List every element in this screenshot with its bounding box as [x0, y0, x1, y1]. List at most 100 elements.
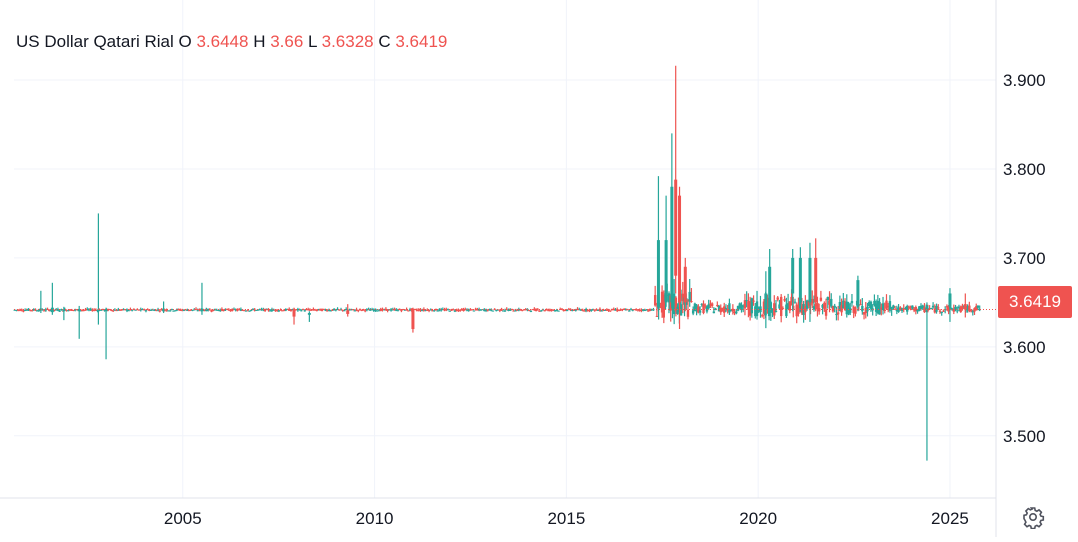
- candle: [312, 307, 315, 311]
- candle: [113, 308, 117, 311]
- candle: [836, 305, 840, 321]
- settings-button[interactable]: [1021, 505, 1045, 530]
- candle: [950, 307, 954, 311]
- candle: [593, 309, 596, 312]
- candle: [873, 294, 876, 307]
- candle: [414, 308, 417, 311]
- candle: [194, 307, 198, 310]
- candle: [86, 307, 89, 311]
- open-label: O: [178, 32, 192, 51]
- candle: [365, 308, 369, 312]
- candle: [943, 306, 947, 314]
- candle: [23, 308, 27, 312]
- candle: [110, 309, 113, 312]
- candle: [543, 310, 546, 312]
- candle: [624, 308, 628, 311]
- symbol-name: US Dollar Qatari Rial: [16, 32, 174, 51]
- candle: [471, 309, 474, 311]
- candle: [317, 308, 320, 311]
- candle: [344, 307, 348, 311]
- candle: [357, 309, 360, 313]
- candle: [931, 302, 935, 309]
- candle: [638, 308, 641, 312]
- candle: [53, 309, 56, 312]
- candle: [764, 271, 768, 329]
- y-tick-label: 3.600: [1003, 338, 1046, 357]
- candle: [244, 310, 248, 312]
- candle: [384, 307, 388, 311]
- candle: [270, 307, 274, 312]
- candle: [170, 308, 174, 311]
- x-tick-label: 2025: [931, 509, 969, 528]
- candle: [327, 308, 331, 312]
- gear-icon: [1023, 507, 1045, 530]
- candle: [911, 305, 914, 310]
- candle: [636, 309, 640, 312]
- candle: [791, 249, 795, 312]
- candle: [709, 300, 712, 308]
- candle: [162, 301, 166, 314]
- candle: [507, 308, 510, 312]
- candle: [117, 307, 120, 311]
- candle: [395, 308, 398, 312]
- candle: [735, 308, 738, 315]
- candle: [569, 308, 572, 312]
- candle: [251, 308, 255, 310]
- candle: [645, 309, 648, 311]
- candle: [179, 308, 182, 311]
- candle: [907, 305, 911, 310]
- candle: [733, 309, 736, 316]
- candle: [458, 309, 462, 312]
- candle: [766, 294, 769, 314]
- candle: [759, 295, 762, 318]
- candle: [622, 308, 626, 311]
- ohlc-legend: US Dollar Qatari Rial O 3.6448 H 3.66 L …: [16, 31, 447, 53]
- candle: [795, 302, 798, 324]
- candle: [189, 309, 193, 312]
- candle: [555, 308, 558, 312]
- candle: [62, 306, 66, 321]
- candle: [346, 304, 350, 317]
- candle: [284, 308, 287, 312]
- candle: [462, 307, 465, 312]
- candle: [527, 309, 531, 312]
- candle: [808, 242, 812, 322]
- candle: [377, 309, 381, 312]
- candle: [246, 309, 250, 312]
- candle: [876, 294, 880, 315]
- candle: [350, 308, 353, 311]
- candle: [484, 308, 488, 313]
- candle: [224, 308, 227, 312]
- candle: [438, 308, 441, 312]
- candle: [597, 309, 600, 312]
- candle: [401, 308, 405, 311]
- candle: [552, 309, 555, 312]
- candle: [165, 308, 168, 312]
- candle: [821, 303, 824, 315]
- candle: [20, 308, 23, 312]
- candle: [48, 309, 51, 312]
- candle: [626, 308, 629, 311]
- candle: [303, 309, 306, 312]
- candle: [411, 307, 415, 333]
- candle: [329, 309, 332, 312]
- candle: [883, 302, 886, 314]
- x-tick-label: 2005: [164, 509, 202, 528]
- candle: [659, 302, 662, 309]
- candle: [239, 307, 243, 312]
- candle: [583, 310, 586, 312]
- candle: [275, 309, 279, 312]
- candle: [452, 308, 455, 311]
- candle: [786, 293, 790, 310]
- candle: [843, 298, 847, 311]
- candle: [464, 307, 467, 311]
- candle: [434, 308, 438, 311]
- candle: [60, 308, 63, 311]
- candle: [797, 297, 800, 317]
- candle: [676, 303, 679, 315]
- candle: [890, 306, 893, 316]
- candle: [324, 308, 327, 312]
- candle: [315, 309, 319, 312]
